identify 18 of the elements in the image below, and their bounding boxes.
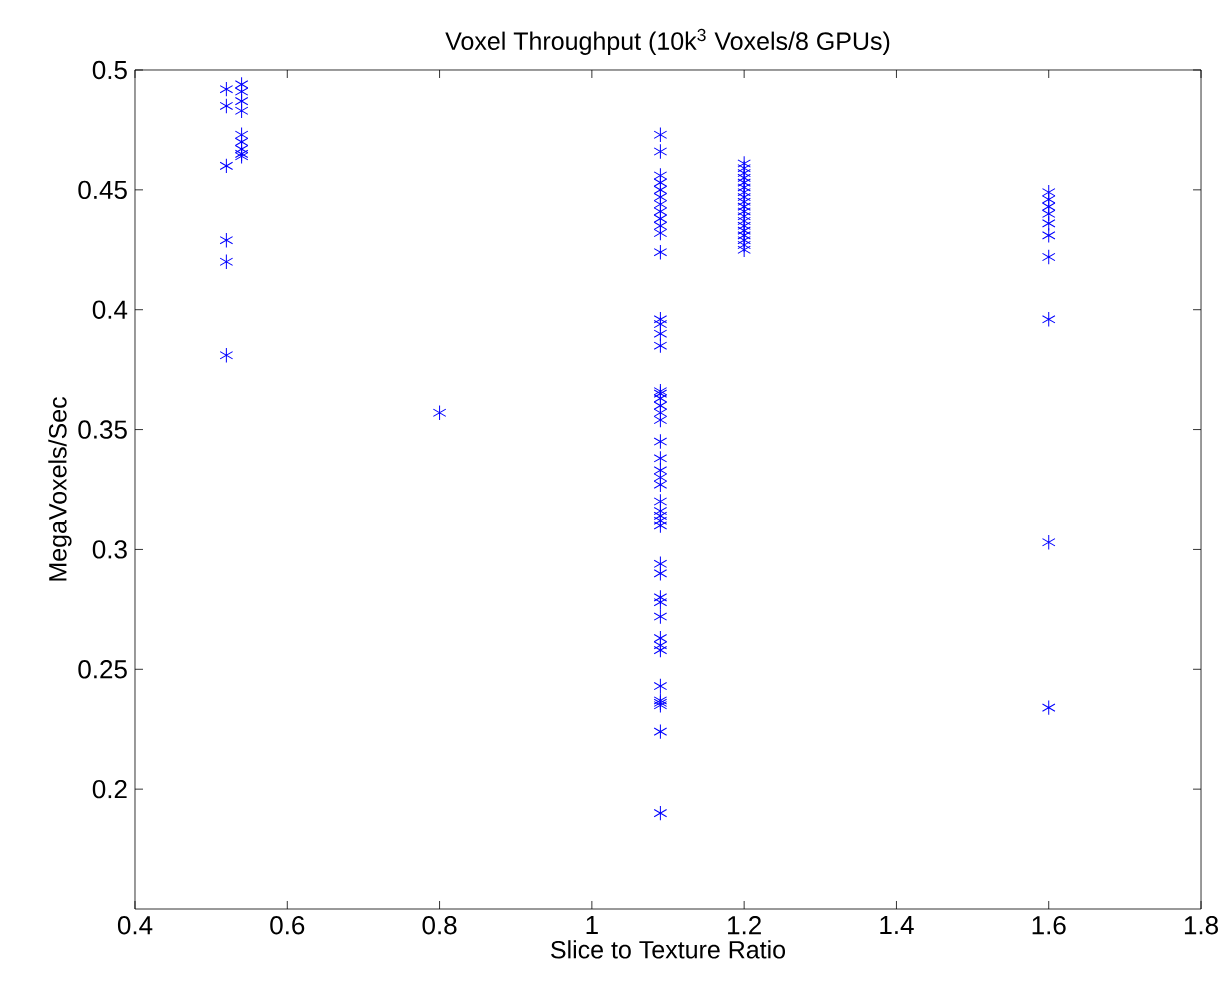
x-axis-title: Slice to Texture Ratio	[551, 940, 786, 959]
y-tick-label: 0.5	[92, 60, 127, 80]
y-tick-label: 0.2	[92, 779, 127, 799]
y-tick-label: 0.25	[78, 660, 127, 679]
x-tick-label: 0.6	[270, 916, 305, 935]
x-tick-label: 1.4	[880, 916, 914, 934]
chart-title: Voxel Throughput (10k$^{3}$ Voxels/8 GPUs)	[445, 28, 890, 55]
x-tick-label: 1.6	[1032, 916, 1066, 935]
x-tick-label: 0.4	[117, 916, 153, 935]
x-tick-label: 0.8	[422, 916, 457, 935]
x-tick-label: 1	[586, 916, 598, 934]
y-tick-label: 0.45	[78, 180, 127, 200]
y-tick-label: 0.4	[92, 300, 128, 319]
x-tick-label: 1.8	[1184, 916, 1218, 935]
y-axis-title: MegaVoxels/Sec	[48, 397, 72, 581]
y-tick-label: 0.35	[78, 420, 127, 439]
x-tick-label: 1.2	[728, 916, 761, 935]
y-tick-label: 0.3	[92, 540, 127, 559]
